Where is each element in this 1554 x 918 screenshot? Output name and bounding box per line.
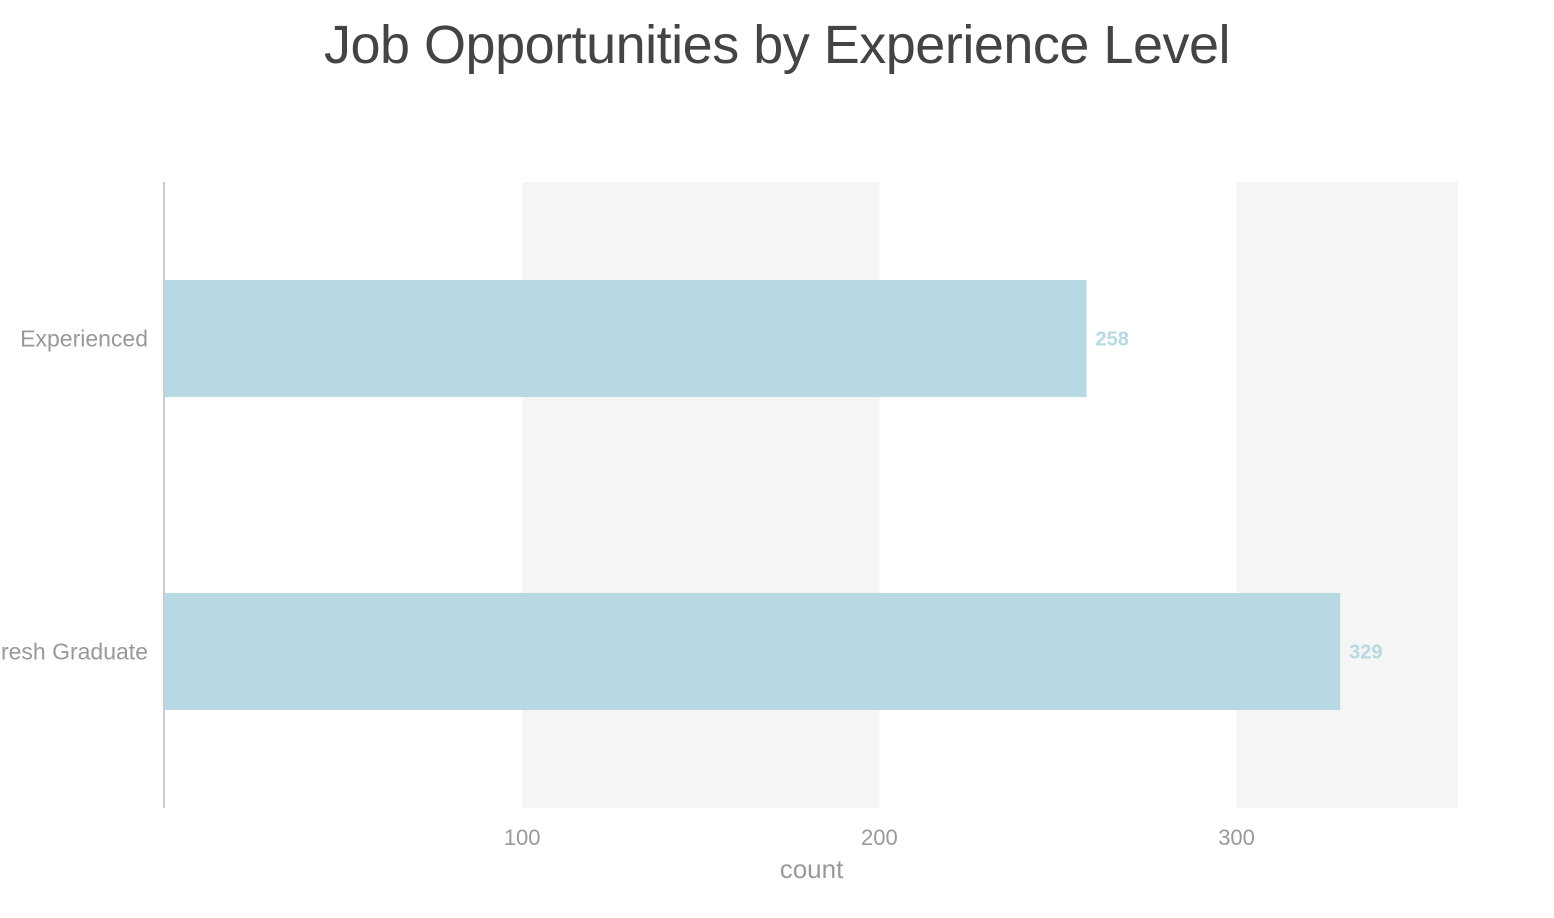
category-label: Fresh Graduate [0,639,148,665]
grid-band [1236,182,1458,808]
x-tick-label: 200 [861,825,898,850]
category-labels: Experienced Fresh Graduate [0,326,148,665]
x-tick-label: 100 [504,825,541,850]
bar [165,593,1341,710]
grid-band [522,182,880,808]
grid-bands [522,182,1458,808]
bar [165,280,1087,397]
data-label: 329 [1349,642,1382,664]
x-tick-labels: 100 200 300 [504,825,1255,850]
data-label: 258 [1096,329,1129,351]
category-label: Experienced [20,326,148,352]
bars [165,280,1341,710]
x-axis-title: count [780,854,844,884]
chart-title: Job Opportunities by Experience Level [323,15,1231,75]
data-labels: 258 329 [1096,329,1383,664]
x-tick-label: 300 [1218,825,1255,850]
